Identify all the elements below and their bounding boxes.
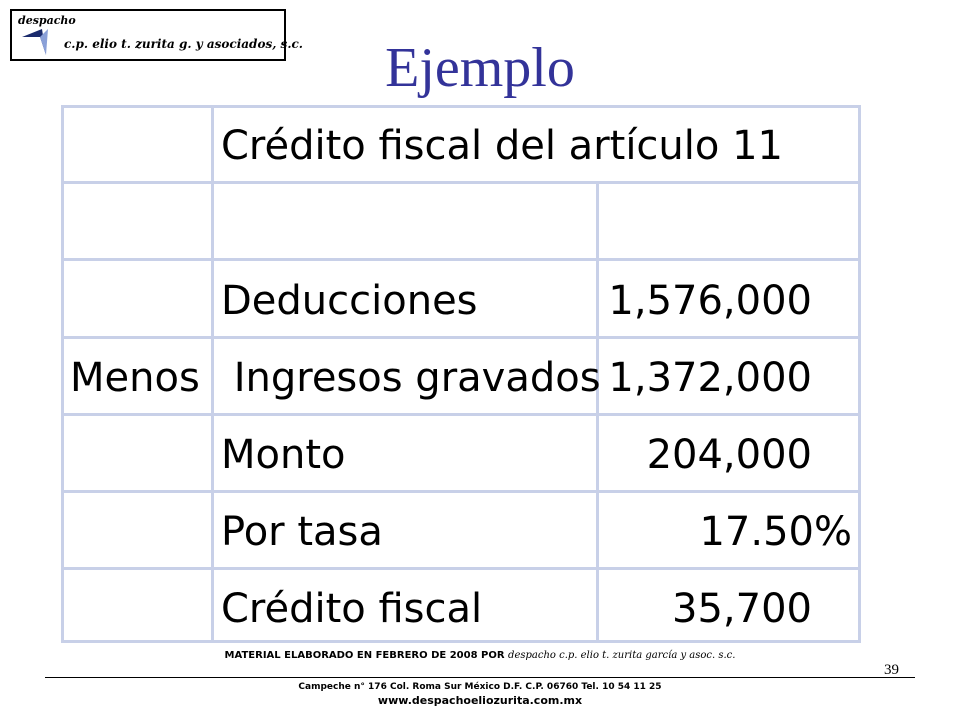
table-row-divider — [64, 258, 858, 261]
company-logo: despacho c.p. elio t. zurita g. y asocia… — [10, 9, 303, 61]
table-row-divider — [64, 336, 858, 339]
table-header: Crédito fiscal del artículo 11 — [221, 123, 783, 169]
row-label-deducciones: Deducciones — [221, 278, 478, 324]
table-col-divider-1 — [211, 108, 214, 640]
logo-tagline: c.p. elio t. zurita g. y asociados, s.c. — [64, 37, 303, 51]
row-value-por-tasa: 17.50% — [699, 509, 852, 555]
page-number: 39 — [884, 662, 899, 678]
row-label-credito-fiscal: Crédito fiscal — [221, 586, 483, 632]
footer-rule — [45, 677, 915, 678]
footer-website: www.despachoeliozurita.com.mx — [377, 694, 583, 707]
table-row-divider — [64, 413, 858, 416]
footer-address: Campeche n° 176 Col. Roma Sur México D.F… — [298, 682, 662, 692]
table-col-divider-2 — [596, 184, 599, 640]
row-value-monto: 204,000 — [646, 432, 812, 478]
row-prefix-menos: Menos — [70, 355, 200, 401]
row-value-credito-fiscal: 35,700 — [672, 586, 812, 632]
table-row-divider — [64, 567, 858, 570]
credit-table: Crédito fiscal del artículo 11 Deduccion… — [61, 105, 861, 643]
footer-material-note: MATERIAL ELABORADO EN FEBRERO DE 2008 PO… — [0, 650, 960, 661]
row-label-ingresos: Ingresos gravados — [221, 355, 601, 401]
row-label-monto: Monto — [221, 432, 346, 478]
footer-material-prefix: MATERIAL ELABORADO EN FEBRERO DE 2008 PO… — [224, 650, 509, 661]
logo-word: despacho — [18, 14, 76, 27]
row-label-por-tasa: Por tasa — [221, 509, 383, 555]
slide-title: Ejemplo — [385, 37, 575, 99]
logo-mark-icon — [22, 29, 48, 55]
footer-material-author: despacho c.p. elio t. zurita garcía y as… — [508, 650, 736, 661]
row-value-ingresos: 1,372,000 — [608, 355, 812, 401]
table-row-divider — [64, 181, 858, 184]
table-row-divider — [64, 490, 858, 493]
row-value-deducciones: 1,576,000 — [608, 278, 812, 324]
